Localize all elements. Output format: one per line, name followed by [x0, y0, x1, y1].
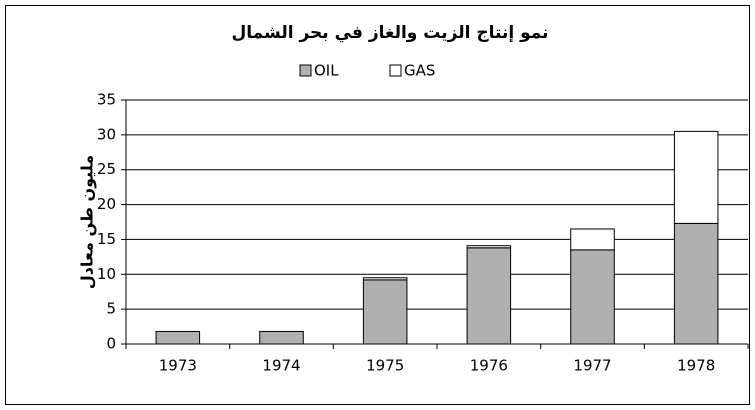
legend-label: OIL	[314, 62, 339, 80]
legend-swatch	[299, 64, 312, 77]
bar-segment	[673, 222, 719, 345]
x-tick-label: 1977	[573, 357, 611, 375]
y-tick-label: 25	[97, 160, 116, 178]
y-tick-label: 5	[106, 300, 116, 318]
bar-segment	[466, 247, 512, 345]
bar-segment	[362, 279, 408, 345]
bar-segment	[259, 330, 304, 345]
x-tick-label: 1976	[470, 357, 508, 375]
bar-segment	[155, 330, 201, 345]
chart-title: نمو إنتاج الزيت والغاز في بحر الشمال	[231, 23, 548, 43]
y-tick-label: 35	[97, 91, 116, 109]
bar-segment	[362, 277, 408, 281]
y-tick-label: 15	[97, 230, 116, 248]
x-tick-label: 1975	[366, 357, 404, 375]
y-tick-label: 30	[97, 125, 116, 143]
bar-segment	[466, 245, 512, 249]
y-axis-label: مليون طن معادل	[78, 155, 97, 289]
y-tick-label: 10	[97, 265, 116, 283]
bar-segment	[570, 249, 615, 345]
x-tick-label: 1973	[159, 357, 197, 375]
legend-label: GAS	[404, 62, 435, 80]
y-tick-label: 20	[97, 195, 116, 213]
bar-segment	[570, 228, 615, 251]
x-tick-label: 1978	[677, 357, 715, 375]
x-tick-label: 1974	[262, 357, 300, 375]
bar-segment	[673, 130, 719, 224]
legend-swatch	[389, 64, 402, 77]
y-tick-label: 0	[106, 335, 116, 353]
